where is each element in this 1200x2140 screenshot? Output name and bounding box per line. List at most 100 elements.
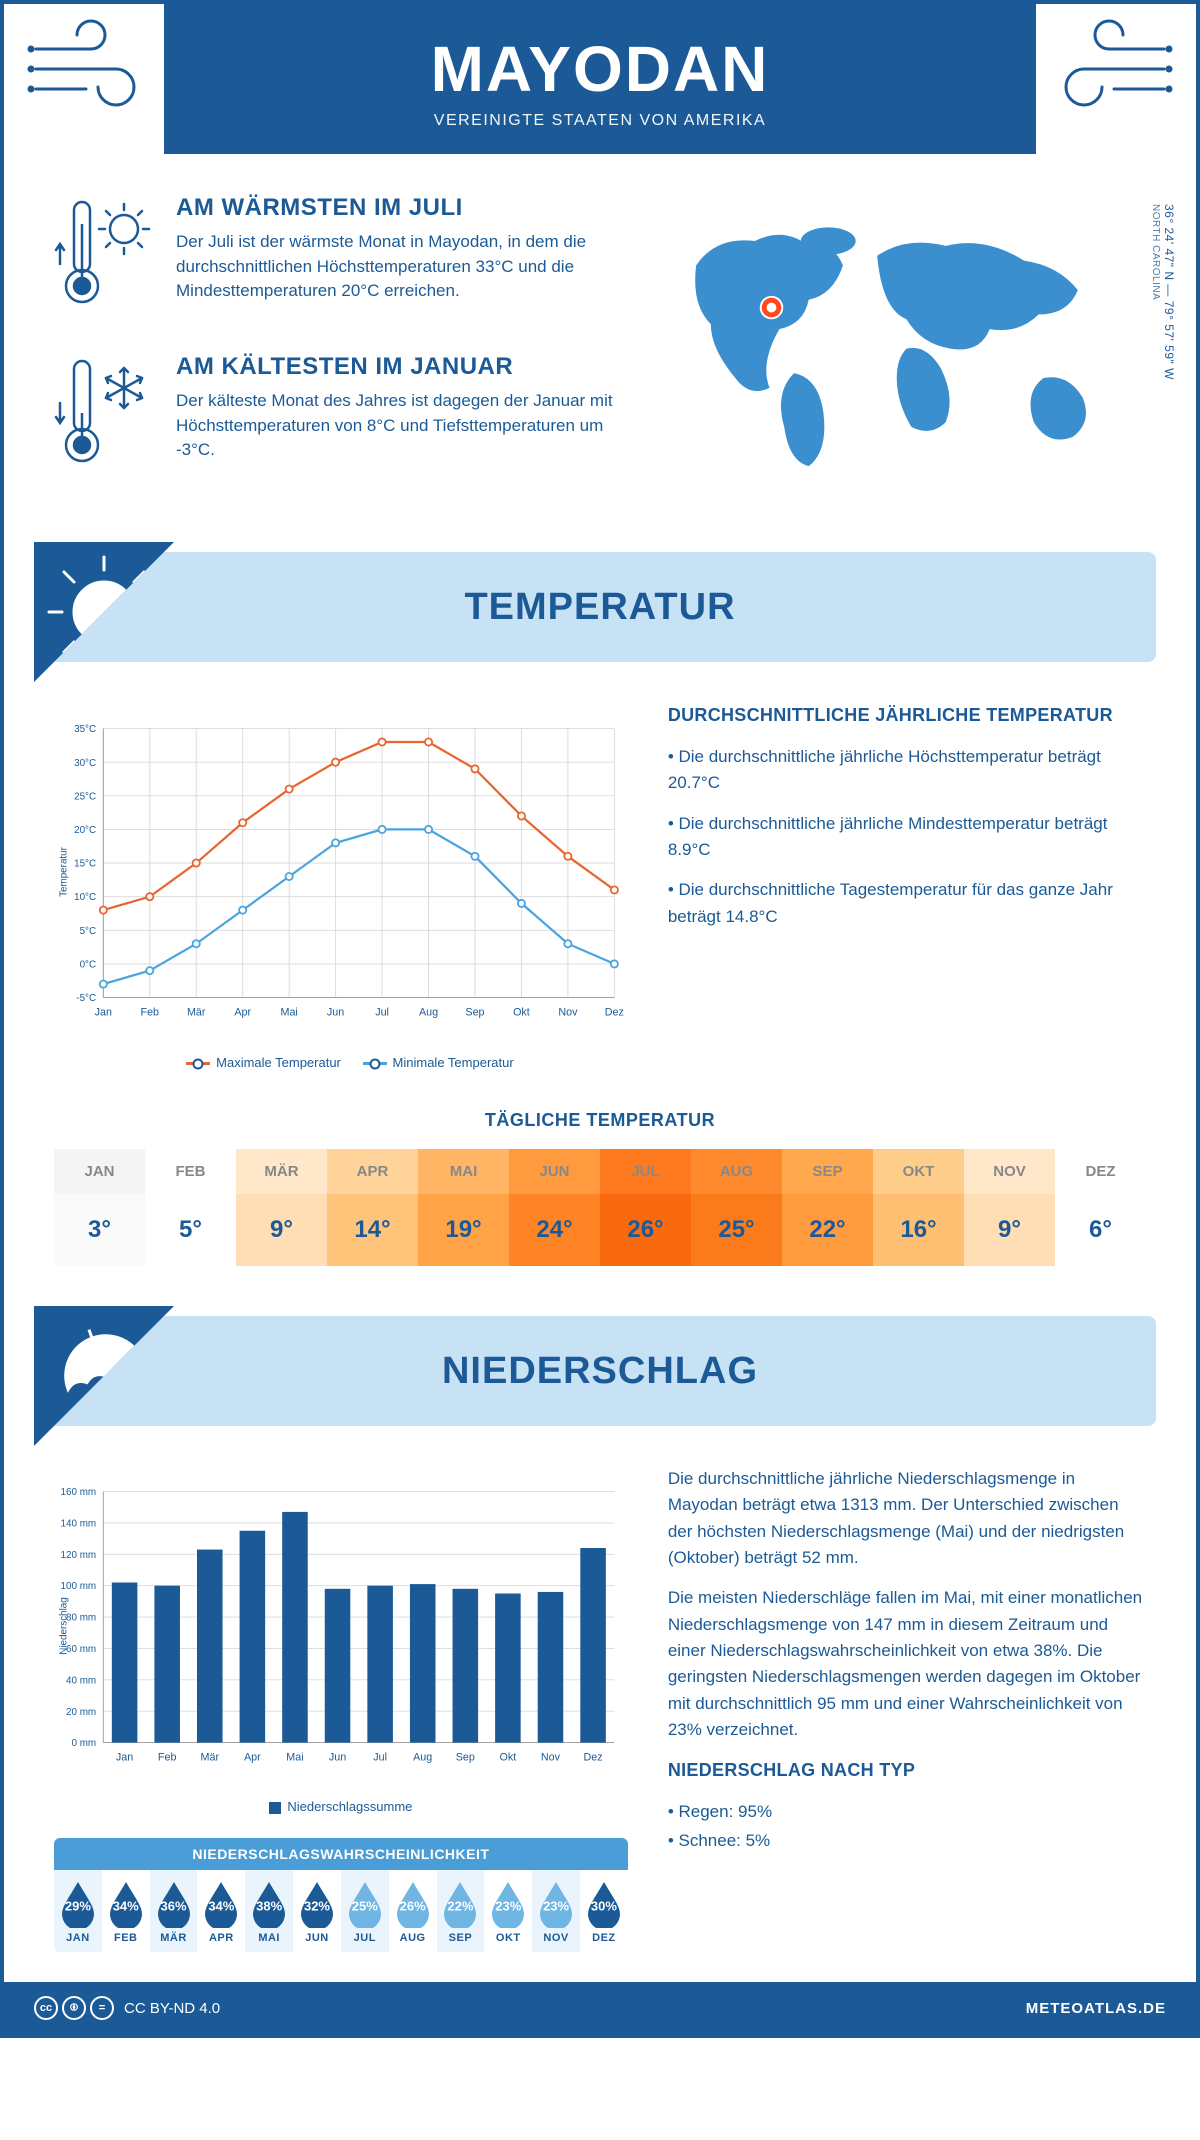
- precip-probability: NIEDERSCHLAGSWAHRSCHEINLICHKEIT 29%JAN34…: [54, 1838, 628, 1952]
- prob-cell: 25%JUL: [341, 1870, 389, 1952]
- warmest-title: AM WÄRMSTEN IM JULI: [176, 194, 617, 222]
- daily-value: 9°: [236, 1194, 327, 1266]
- page-title: MAYODAN: [184, 32, 1016, 106]
- temp-side-title: DURCHSCHNITTLICHE JÄHRLICHE TEMPERATUR: [668, 702, 1146, 730]
- daily-value: 6°: [1055, 1194, 1146, 1266]
- raindrop-icon: 29%: [58, 1880, 98, 1928]
- raindrop-icon: 25%: [345, 1880, 385, 1928]
- daily-value: 16°: [873, 1194, 964, 1266]
- prob-cell: 36%MÄR: [150, 1870, 198, 1952]
- precip-legend: Niederschlagssumme: [54, 1799, 628, 1814]
- svg-text:80 mm: 80 mm: [66, 1613, 96, 1624]
- daily-value: 26°: [600, 1194, 691, 1266]
- svg-text:Mär: Mär: [187, 1006, 206, 1018]
- daily-month: JUN: [509, 1149, 600, 1194]
- coldest-title: AM KÄLTESTEN IM JANUAR: [176, 353, 617, 381]
- temp-bullet-0: • Die durchschnittliche jährliche Höchst…: [668, 744, 1146, 797]
- svg-text:35°C: 35°C: [74, 724, 96, 735]
- svg-text:Temperatur: Temperatur: [59, 846, 70, 897]
- svg-text:40 mm: 40 mm: [66, 1675, 96, 1686]
- svg-text:Mär: Mär: [201, 1751, 220, 1763]
- raindrop-icon: 22%: [440, 1880, 480, 1928]
- svg-text:Jan: Jan: [95, 1006, 112, 1018]
- svg-text:Jul: Jul: [373, 1751, 387, 1763]
- prob-cell: 38%MAI: [245, 1870, 293, 1952]
- legend-max: Maximale Temperatur: [216, 1055, 341, 1070]
- prob-title: NIEDERSCHLAGSWAHRSCHEINLICHKEIT: [54, 1838, 628, 1870]
- prob-row: 29%JAN34%FEB36%MÄR34%APR38%MAI32%JUN25%J…: [54, 1870, 628, 1952]
- svg-text:Aug: Aug: [413, 1751, 432, 1763]
- temperature-side: DURCHSCHNITTLICHE JÄHRLICHE TEMPERATUR •…: [668, 702, 1146, 1070]
- prob-cell: 34%FEB: [102, 1870, 150, 1952]
- daily-value: 24°: [509, 1194, 600, 1266]
- svg-text:120 mm: 120 mm: [61, 1550, 97, 1561]
- footer: cc🅯= CC BY-ND 4.0 METEOATLAS.DE: [4, 1982, 1196, 2034]
- warmest-body: Der Juli ist der wärmste Monat in Mayoda…: [176, 230, 617, 304]
- prob-cell: 30%DEZ: [580, 1870, 628, 1952]
- prob-cell: 29%JAN: [54, 1870, 102, 1952]
- prob-cell: 22%SEP: [437, 1870, 485, 1952]
- legend-min: Minimale Temperatur: [393, 1055, 514, 1070]
- daily-month: JUL: [600, 1149, 691, 1194]
- svg-text:Jul: Jul: [375, 1006, 389, 1018]
- raindrop-icon: 30%: [584, 1880, 624, 1928]
- svg-text:0°C: 0°C: [80, 959, 97, 970]
- raindrop-icon: 23%: [536, 1880, 576, 1928]
- warmest-text: AM WÄRMSTEN IM JULI Der Juli ist der wär…: [176, 194, 617, 319]
- svg-text:-5°C: -5°C: [76, 993, 96, 1004]
- temperature-banner: TEMPERATUR: [44, 552, 1156, 662]
- sun-icon: [34, 542, 174, 682]
- raindrop-icon: 26%: [393, 1880, 433, 1928]
- license-label: CC BY-ND 4.0: [124, 2000, 220, 2017]
- svg-text:Niederschlag: Niederschlag: [59, 1597, 70, 1655]
- daily-month: AUG: [691, 1149, 782, 1194]
- temp-bullet-1: • Die durchschnittliche jährliche Mindes…: [668, 811, 1146, 864]
- precip-row: 0 mm20 mm40 mm60 mm80 mm100 mm120 mm140 …: [4, 1456, 1196, 1982]
- temperature-row: -5°C0°C5°C10°C15°C20°C25°C30°C35°CJanFeb…: [4, 692, 1196, 1100]
- raindrop-icon: 32%: [297, 1880, 337, 1928]
- svg-text:Dez: Dez: [584, 1751, 603, 1763]
- precip-chart-col: 0 mm20 mm40 mm60 mm80 mm100 mm120 mm140 …: [54, 1466, 628, 1952]
- precip-text: Die durchschnittliche jährliche Niedersc…: [668, 1466, 1146, 1952]
- coldest-text: AM KÄLTESTEN IM JANUAR Der kälteste Mona…: [176, 353, 617, 478]
- daily-month: APR: [327, 1149, 418, 1194]
- page-subtitle: VEREINIGTE STAATEN VON AMERIKA: [184, 112, 1016, 130]
- daily-temperature: TÄGLICHE TEMPERATUR JANFEBMÄRAPRMAIJUNJU…: [4, 1100, 1196, 1306]
- intro-section: AM WÄRMSTEN IM JULI Der Juli ist der wär…: [4, 154, 1196, 542]
- svg-text:Nov: Nov: [541, 1751, 561, 1763]
- daily-month: FEB: [145, 1149, 236, 1194]
- prob-cell: 23%NOV: [532, 1870, 580, 1952]
- svg-text:20 mm: 20 mm: [66, 1707, 96, 1718]
- raindrop-icon: 36%: [154, 1880, 194, 1928]
- daily-value: 3°: [54, 1194, 145, 1266]
- temperature-title: TEMPERATUR: [464, 586, 735, 629]
- precip-p1: Die durchschnittliche jährliche Niedersc…: [668, 1466, 1146, 1571]
- raindrop-icon: 34%: [106, 1880, 146, 1928]
- wind-icon-left: [26, 14, 156, 129]
- daily-value: 19°: [418, 1194, 509, 1266]
- warmest-block: AM WÄRMSTEN IM JULI Der Juli ist der wär…: [54, 194, 617, 319]
- svg-text:Apr: Apr: [234, 1006, 251, 1018]
- daily-grid: JANFEBMÄRAPRMAIJUNJULAUGSEPOKTNOVDEZ3°5°…: [54, 1149, 1146, 1266]
- precip-p2: Die meisten Niederschläge fallen im Mai,…: [668, 1585, 1146, 1743]
- svg-text:Feb: Feb: [158, 1751, 177, 1763]
- svg-text:140 mm: 140 mm: [61, 1518, 97, 1529]
- cc-icons: cc🅯=: [34, 1996, 114, 2020]
- svg-text:Mai: Mai: [280, 1006, 297, 1018]
- precip-banner: NIEDERSCHLAG: [44, 1316, 1156, 1426]
- temp-bullet-2: • Die durchschnittliche Tagestemperatur …: [668, 877, 1146, 930]
- precip-type-0: • Regen: 95%: [668, 1799, 1146, 1825]
- svg-text:Aug: Aug: [419, 1006, 438, 1018]
- page: MAYODAN VEREINIGTE STAATEN VON AMERIKA A…: [0, 0, 1200, 2038]
- svg-text:Okt: Okt: [500, 1751, 517, 1763]
- svg-text:Mai: Mai: [286, 1751, 303, 1763]
- world-map: 36° 24' 47" N — 79° 57' 59" W NORTH CARO…: [657, 194, 1146, 512]
- precip-title: NIEDERSCHLAG: [442, 1350, 758, 1393]
- daily-value: 5°: [145, 1194, 236, 1266]
- svg-text:Nov: Nov: [558, 1006, 578, 1018]
- precip-legend-label: Niederschlagssumme: [287, 1799, 412, 1814]
- daily-month: OKT: [873, 1149, 964, 1194]
- svg-text:25°C: 25°C: [74, 791, 96, 802]
- thermometer-hot-icon: [54, 194, 154, 319]
- brand: METEOATLAS.DE: [1026, 2000, 1166, 2017]
